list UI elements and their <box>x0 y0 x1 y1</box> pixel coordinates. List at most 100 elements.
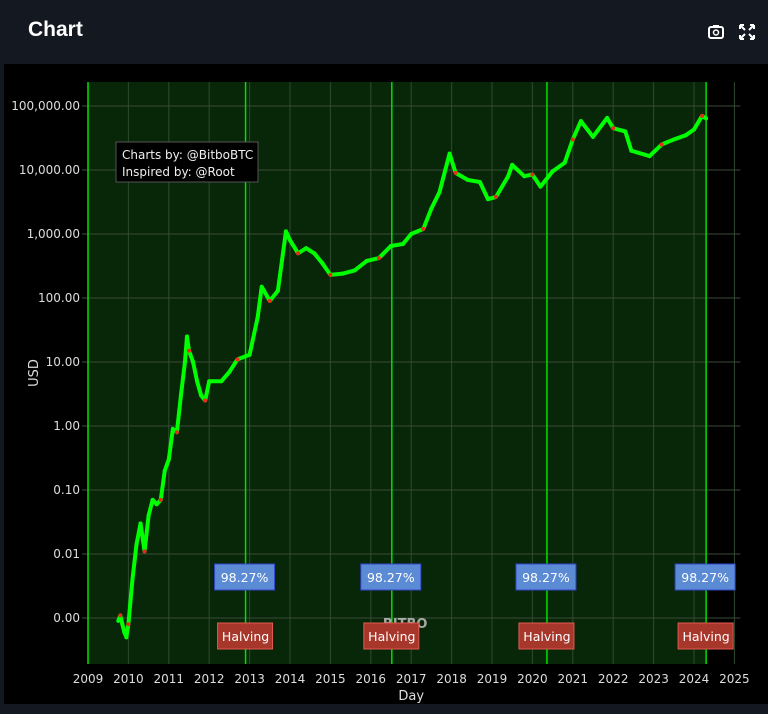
x-tick-label: 2012 <box>194 672 225 686</box>
price-point <box>485 197 490 202</box>
price-point <box>320 261 325 266</box>
price-point <box>530 172 535 177</box>
price-point <box>150 497 155 502</box>
y-tick-label: 100,000.00 <box>11 99 80 113</box>
fullscreen-icon[interactable] <box>737 22 757 42</box>
y-tick-label: 10,000.00 <box>19 163 80 177</box>
price-point <box>659 142 664 147</box>
price-point <box>683 133 688 138</box>
price-chart[interactable]: 2009 2010 2011 2012 2013 2014 2015 2016 2017 2018… <box>4 64 768 704</box>
price-point <box>118 613 123 618</box>
price-point <box>158 497 163 502</box>
price-point <box>447 151 452 156</box>
price-point <box>340 271 345 276</box>
price-point <box>364 258 369 263</box>
price-point <box>275 288 280 293</box>
price-point <box>199 393 204 398</box>
price-point <box>312 251 317 256</box>
y-axis-title: USD <box>27 359 42 387</box>
price-point <box>304 246 309 251</box>
price-point <box>227 369 232 374</box>
x-tick-label: 2015 <box>315 672 346 686</box>
price-point <box>510 162 515 167</box>
annotation-text: Inspired by: @Root <box>122 165 235 179</box>
halving-label: Halving <box>523 629 570 644</box>
price-point <box>704 116 709 121</box>
percent-box <box>674 563 736 591</box>
y-tick-label: 0.00 <box>53 611 80 625</box>
camera-icon[interactable] <box>706 22 726 42</box>
y-tick-label: 10.00 <box>46 355 80 369</box>
price-point <box>120 622 125 627</box>
price-point <box>288 238 292 243</box>
price-point <box>134 542 139 547</box>
y-tick-label: 0.01 <box>53 547 80 561</box>
price-point <box>126 622 131 627</box>
chart-header: Chart <box>0 0 768 64</box>
halving-box <box>363 622 420 650</box>
x-axis-title: Day <box>398 689 424 704</box>
price-point <box>578 119 583 124</box>
x-tick-label: 2016 <box>356 672 387 686</box>
x-tick-label: 2025 <box>719 672 750 686</box>
price-point <box>522 174 527 179</box>
annotation-text: Charts by: @BitboBTC <box>122 148 253 162</box>
price-point <box>477 179 482 184</box>
x-tick-label: 2019 <box>477 672 508 686</box>
x-tick-label: 2013 <box>234 672 265 686</box>
halving-label: Halving <box>368 629 415 644</box>
price-point <box>611 126 616 131</box>
price-point <box>154 502 159 507</box>
price-point <box>376 256 381 261</box>
chart-panel: 2009 2010 2011 2012 2013 2014 2015 2016 2017 2018… <box>4 64 768 704</box>
y-tick-label: 1.00 <box>53 419 80 433</box>
price-point <box>166 457 171 462</box>
price-point <box>116 618 121 623</box>
price-point <box>562 160 567 165</box>
percent-label: 98.27% <box>221 570 269 585</box>
x-tick-label: 2009 <box>73 672 104 686</box>
price-point <box>692 127 696 132</box>
price-point <box>494 194 499 199</box>
x-tick-label: 2017 <box>396 672 427 686</box>
price-point <box>124 635 129 640</box>
price-point <box>437 190 442 195</box>
price-point <box>174 430 179 435</box>
x-tick-label: 2014 <box>275 672 306 686</box>
price-point <box>207 379 212 384</box>
price-point <box>296 251 301 256</box>
price-point <box>191 360 196 364</box>
price-point <box>629 148 634 153</box>
price-point <box>138 521 143 526</box>
price-point <box>623 129 628 134</box>
x-tick-label: 2024 <box>679 672 710 686</box>
price-point <box>570 137 575 142</box>
price-point <box>591 134 595 139</box>
price-point <box>203 398 208 403</box>
price-point <box>187 348 191 353</box>
price-point <box>605 115 610 120</box>
price-point <box>162 468 167 473</box>
x-tick-label: 2018 <box>436 672 467 686</box>
price-point <box>170 426 175 431</box>
price-point <box>389 243 393 248</box>
price-point <box>506 174 511 179</box>
halving-box <box>217 622 274 650</box>
price-point <box>178 393 183 398</box>
halving-box <box>677 622 734 650</box>
price-point <box>647 154 652 159</box>
percent-box <box>515 563 577 591</box>
price-point <box>421 226 426 231</box>
price-point <box>255 315 260 320</box>
halving-label: Halving <box>682 629 729 644</box>
price-point <box>328 272 333 277</box>
price-point <box>671 137 676 142</box>
y-tick-label: 100.00 <box>38 291 80 305</box>
price-point <box>550 169 555 174</box>
price-point <box>142 549 147 554</box>
price-point <box>538 184 543 189</box>
price-point <box>184 334 189 339</box>
x-tick-label: 2020 <box>517 672 548 686</box>
percent-label: 98.27% <box>522 570 570 585</box>
price-point <box>235 357 240 362</box>
